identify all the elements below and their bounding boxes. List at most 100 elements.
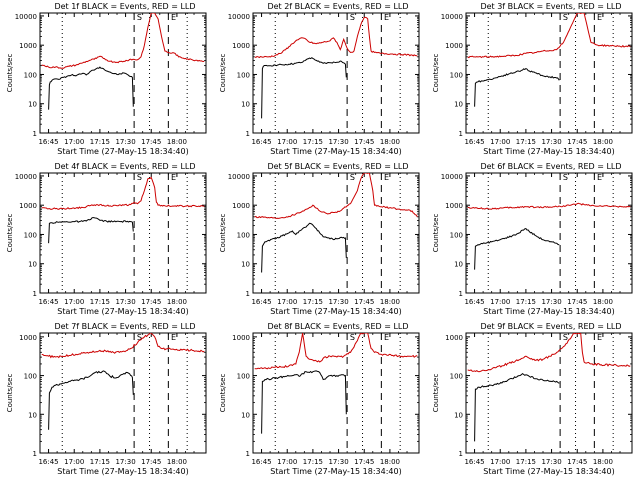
end-marker-label: E [597,13,602,22]
y-tick-label: 100 [24,71,37,79]
x-tick-label: 18:00 [380,458,400,466]
plot-frame [39,12,207,134]
y-tick-label: 100 [450,71,463,79]
y-axis-label: Counts/sec [432,374,440,413]
lld-series-line [467,202,631,210]
y-tick-label: 1000 [19,334,37,342]
y-tick-label: 10 [28,101,37,109]
x-tick-label: 17:15 [303,298,323,306]
detector-panel-8: Det 8f BLACK = Events, RED = LLD 1 10 100 10… [213,320,426,480]
x-tick-label: 16:45 [38,138,58,146]
x-tick-label: 17:30 [541,458,561,466]
y-tick-label: 1000 [232,42,250,50]
plot-frame [39,332,207,454]
y-tick-label: 10000 [441,13,463,21]
x-tick-label: 17:45 [567,298,587,306]
x-tick-label: 17:45 [567,458,587,466]
x-tick-label: 17:30 [115,138,135,146]
y-tick-label: 10 [28,261,37,269]
y-tick-label: 10 [241,101,250,109]
y-axis-label: Counts/sec [219,54,227,93]
y-tick-label: 100 [24,373,37,381]
x-axis-label: Start Time (27-May-15 18:34:40) [57,147,188,156]
x-axis-label: Start Time (27-May-15 18:34:40) [57,307,188,316]
chart-svg: Det 9f BLACK = Events, RED = LLD 1 10 100 10… [432,322,633,476]
x-tick-label: 18:00 [593,138,613,146]
start-marker-label: S [137,333,142,342]
events-series-line [48,66,134,110]
x-tick-label: 17:15 [90,458,110,466]
plot-frame [465,172,633,294]
y-tick-label: 1000 [445,42,463,50]
x-tick-label: 17:00 [277,138,297,146]
chart-title: Det 1f BLACK = Events, RED = LLD [54,2,195,11]
y-tick-label: 10000 [228,173,250,181]
chart-svg: Det 1f BLACK = Events, RED = LLD 1 10 100 10… [6,2,207,156]
x-tick-label: 16:45 [251,298,271,306]
start-marker-label: S [350,13,355,22]
y-tick-label: 1000 [19,202,37,210]
end-marker-label: E [597,173,602,182]
lld-series-line [254,16,418,59]
lld-series-line [41,176,205,210]
y-tick-label: 1 [33,450,37,458]
x-tick-label: 17:30 [115,298,135,306]
detector-panel-6: Det 6f BLACK = Events, RED = LLD 1 10 100 10… [426,160,639,320]
x-tick-label: 17:30 [328,458,348,466]
y-tick-label: 1 [33,130,37,138]
plot-frame [252,172,420,294]
chart-title: Det 2f BLACK = Events, RED = LLD [267,2,408,11]
end-marker-label: E [384,13,389,22]
start-marker-label: S [563,333,568,342]
y-tick-label: 100 [237,71,250,79]
start-marker-label: S [563,13,568,22]
y-tick-label: 10 [454,261,463,269]
y-tick-label: 1 [246,290,250,298]
y-tick-label: 1000 [445,334,463,342]
end-marker-label: E [597,333,602,342]
events-series-line [474,228,560,270]
x-tick-label: 17:45 [141,298,161,306]
y-axis-label: Counts/sec [432,54,440,93]
y-tick-label: 1 [246,450,250,458]
x-tick-label: 16:45 [464,458,484,466]
chart-svg: Det 4f BLACK = Events, RED = LLD 1 10 100 10… [6,162,207,316]
x-tick-label: 16:45 [251,458,271,466]
y-tick-label: 1000 [232,334,250,342]
plot-frame [252,12,420,134]
chart-title: Det 8f BLACK = Events, RED = LLD [267,322,408,331]
y-tick-label: 10000 [228,13,250,21]
start-marker-label: S [350,173,355,182]
x-axis-label: Start Time (27-May-15 18:34:40) [270,147,401,156]
chart-title: Det 5f BLACK = Events, RED = LLD [267,162,408,171]
y-axis-label: Counts/sec [219,374,227,413]
x-tick-label: 16:45 [38,298,58,306]
x-axis-label: Start Time (27-May-15 18:34:40) [57,467,188,476]
x-tick-label: 17:00 [490,298,510,306]
detector-panel-9: Det 9f BLACK = Events, RED = LLD 1 10 100 10… [426,320,639,480]
x-tick-label: 17:00 [64,458,84,466]
lld-series-line [467,333,631,373]
x-tick-label: 17:45 [354,138,374,146]
y-tick-label: 1000 [232,202,250,210]
y-tick-label: 10 [454,411,463,419]
x-tick-label: 17:45 [354,298,374,306]
y-tick-label: 1 [33,290,37,298]
x-tick-label: 17:15 [303,458,323,466]
chart-title: Det 7f BLACK = Events, RED = LLD [54,322,195,331]
x-tick-label: 17:30 [115,458,135,466]
y-tick-label: 10000 [441,173,463,181]
x-tick-label: 16:45 [464,138,484,146]
detector-panel-5: Det 5f BLACK = Events, RED = LLD 1 10 100 10… [213,160,426,320]
y-tick-label: 1000 [445,202,463,210]
events-series-line [474,372,560,442]
y-tick-label: 10 [454,101,463,109]
x-tick-label: 17:15 [303,138,323,146]
x-tick-label: 17:30 [328,138,348,146]
y-tick-label: 100 [24,231,37,239]
events-series-line [48,370,134,430]
x-tick-label: 17:45 [141,458,161,466]
x-tick-label: 17:00 [277,458,297,466]
events-series-line [261,370,347,434]
